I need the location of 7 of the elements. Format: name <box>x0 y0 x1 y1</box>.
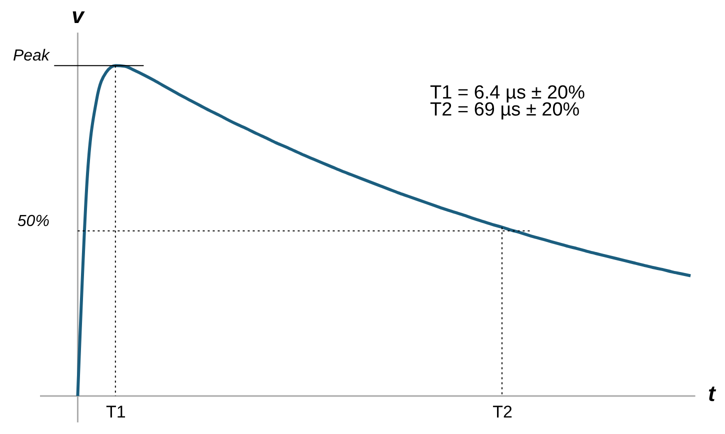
x-axis-title: t <box>708 381 717 406</box>
x-tick-label: T2 <box>492 402 512 422</box>
ref-line-label: Peak <box>12 48 50 65</box>
x-tick-label: T1 <box>106 402 126 422</box>
ref-line-label: 50% <box>17 212 50 230</box>
annotation: T1 = 6.4 µs ± 20% <box>430 82 586 104</box>
y-axis-title: v <box>72 3 86 28</box>
